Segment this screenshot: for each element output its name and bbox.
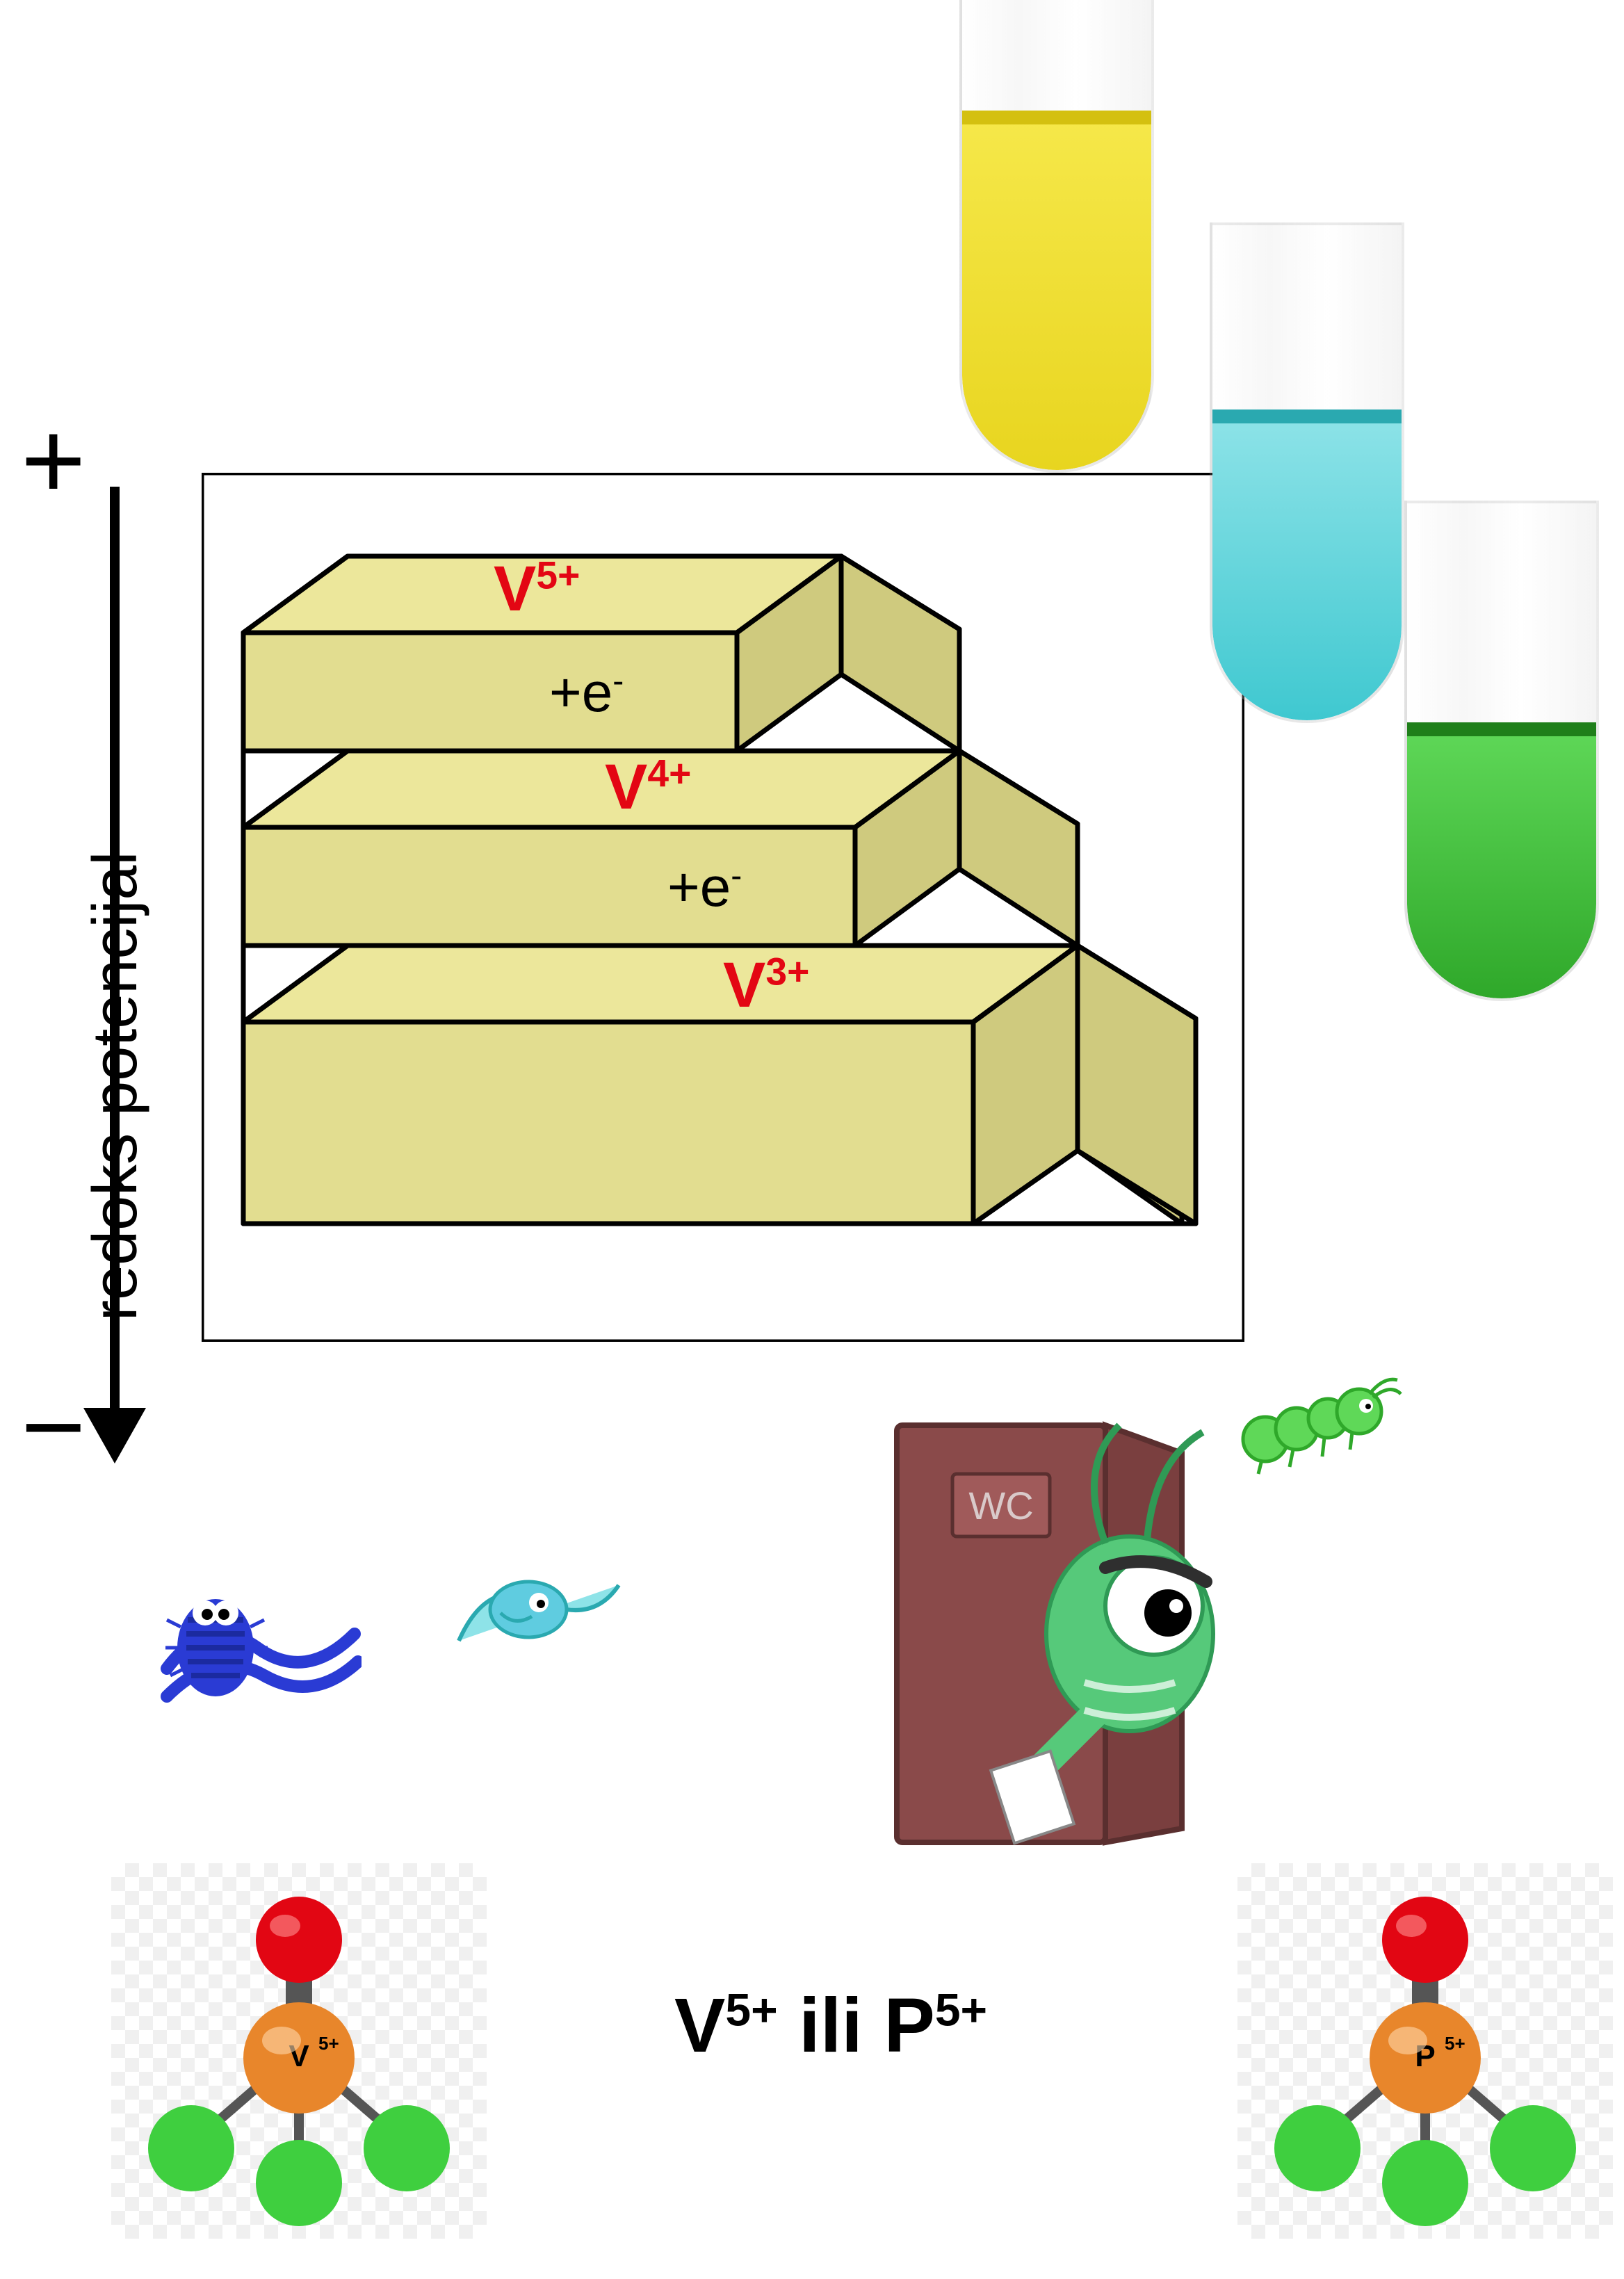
microbe-cyan xyxy=(445,1550,626,1676)
tube-yellow xyxy=(959,0,1154,473)
step1-label-main: V xyxy=(494,553,536,624)
step1-label: V5+ xyxy=(494,553,580,626)
molecule-box-right: P 5+ xyxy=(1237,1863,1613,2239)
bottom-comparison-label: V5+ ili P5+ xyxy=(674,1981,987,2070)
step2-label-sup: 4+ xyxy=(647,752,691,795)
tube-yellow-liquid xyxy=(962,114,1151,470)
svg-text:5+: 5+ xyxy=(1445,2033,1465,2054)
axis-arrow-head xyxy=(83,1408,146,1463)
step2-label-main: V xyxy=(605,752,647,822)
molecule-box-left: V 5+ xyxy=(111,1863,487,2239)
molecule-p5: P 5+ xyxy=(1237,1863,1613,2239)
bottom-mid: ili xyxy=(778,1983,884,2068)
bottom-left-main: V xyxy=(674,1983,725,2068)
bottom-right-sup: 5+ xyxy=(935,1984,987,2035)
svg-text:5+: 5+ xyxy=(318,2033,339,2054)
wc-sign-text: WC xyxy=(968,1484,1033,1527)
step3-label-sup: 3+ xyxy=(765,950,809,993)
tube-green xyxy=(1404,501,1599,1001)
axis-plus-symbol: + xyxy=(21,396,86,524)
tube-cyan xyxy=(1210,222,1404,723)
step1-label-sup: 5+ xyxy=(536,553,580,597)
tube-green-liquid xyxy=(1407,726,1596,998)
molecule-v5: V 5+ xyxy=(111,1863,487,2239)
door-bug-cartoon: WC xyxy=(855,1384,1244,1870)
microbe-blue xyxy=(153,1571,362,1724)
riser1-sup: - xyxy=(612,663,624,699)
riser2-prefix: +e xyxy=(667,856,731,918)
microbe-green-larva xyxy=(1224,1363,1404,1481)
tube-green-meniscus xyxy=(1407,722,1596,736)
riser1-label: +e- xyxy=(549,660,624,724)
step3-label-main: V xyxy=(723,950,765,1021)
axis-label: redoks potencijal xyxy=(80,852,152,1321)
bottom-right-main: P xyxy=(884,1983,934,2068)
tube-yellow-meniscus xyxy=(962,111,1151,124)
riser2-label: +e- xyxy=(667,855,742,919)
step3-label: V3+ xyxy=(723,949,809,1022)
axis-minus-symbol: − xyxy=(21,1363,86,1491)
tube-cyan-meniscus xyxy=(1212,409,1402,423)
riser2-sup: - xyxy=(731,857,742,894)
tube-cyan-liquid xyxy=(1212,413,1402,720)
riser1-prefix: +e xyxy=(549,661,612,723)
diagram-canvas: + − redoks potencijal xyxy=(0,0,1624,2279)
step2-label: V4+ xyxy=(605,751,691,824)
bottom-left-sup: 5+ xyxy=(725,1984,777,2035)
